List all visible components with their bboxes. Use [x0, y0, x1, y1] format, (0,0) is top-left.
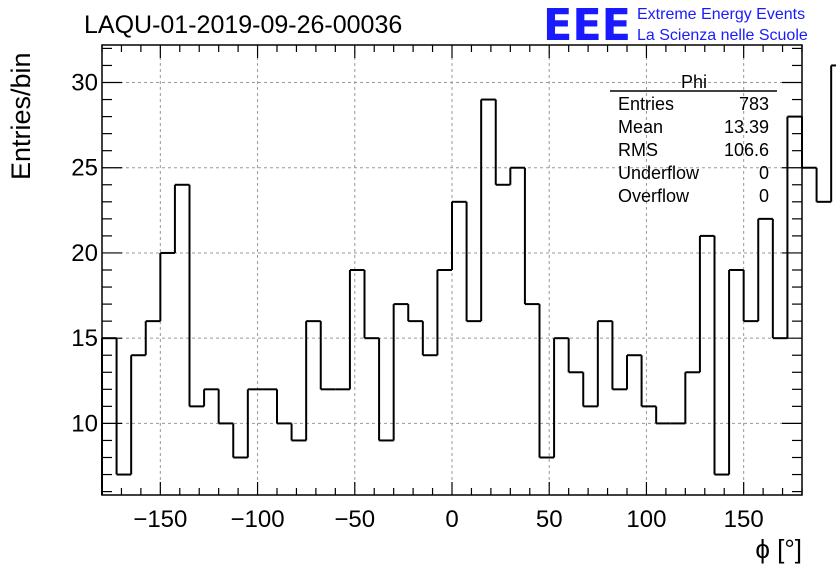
y-tick-label: 15 — [71, 325, 98, 352]
y-tick-label: 25 — [71, 155, 98, 182]
x-tick-label: −50 — [334, 506, 375, 533]
stats-underflow-value: 0 — [759, 163, 769, 183]
stats-mean-value: 13.39 — [724, 117, 769, 137]
histogram-bars — [101, 64, 836, 495]
eee-logo: EEE Extreme Energy Events La Scienza nel… — [543, 0, 808, 51]
y-tick-label: 10 — [71, 410, 98, 437]
stats-entries-label: Entries — [618, 94, 674, 114]
x-axis-label: ϕ [°] — [755, 534, 802, 564]
x-tick-label: 100 — [626, 506, 666, 533]
eee-logo-mark: EEE — [543, 0, 631, 51]
x-tick-label: 50 — [536, 506, 563, 533]
stats-entries-value: 783 — [739, 94, 769, 114]
stats-overflow-label: Overflow — [618, 186, 690, 206]
y-axis-label: Entries/bin — [6, 52, 36, 180]
logo-line-1: Extreme Energy Events — [637, 6, 805, 23]
stats-box: Phi Entries 783 Mean 13.39 RMS 106.6 Und… — [610, 72, 777, 206]
x-axis-ticks: −150 −100 −50 0 50 100 150 — [101, 45, 803, 533]
x-tick-label: 0 — [445, 506, 458, 533]
stats-title: Phi — [681, 72, 707, 92]
stats-overflow-value: 0 — [759, 186, 769, 206]
y-tick-label: 30 — [71, 70, 98, 97]
stats-underflow-label: Underflow — [618, 163, 700, 183]
x-tick-label: 150 — [724, 506, 764, 533]
x-tick-label: −150 — [133, 506, 187, 533]
x-tick-label: −100 — [231, 506, 285, 533]
chart-title: LAQU-01-2019-09-26-00036 — [84, 11, 402, 39]
grid-lines — [102, 45, 802, 495]
y-axis-ticks: 10 15 20 25 30 — [71, 47, 802, 493]
y-tick-label: 20 — [71, 240, 98, 267]
stats-rms-value: 106.6 — [724, 140, 769, 160]
stats-mean-label: Mean — [618, 117, 663, 137]
stats-rms-label: RMS — [618, 140, 658, 160]
logo-line-2: La Scienza nelle Scuole — [637, 27, 808, 44]
